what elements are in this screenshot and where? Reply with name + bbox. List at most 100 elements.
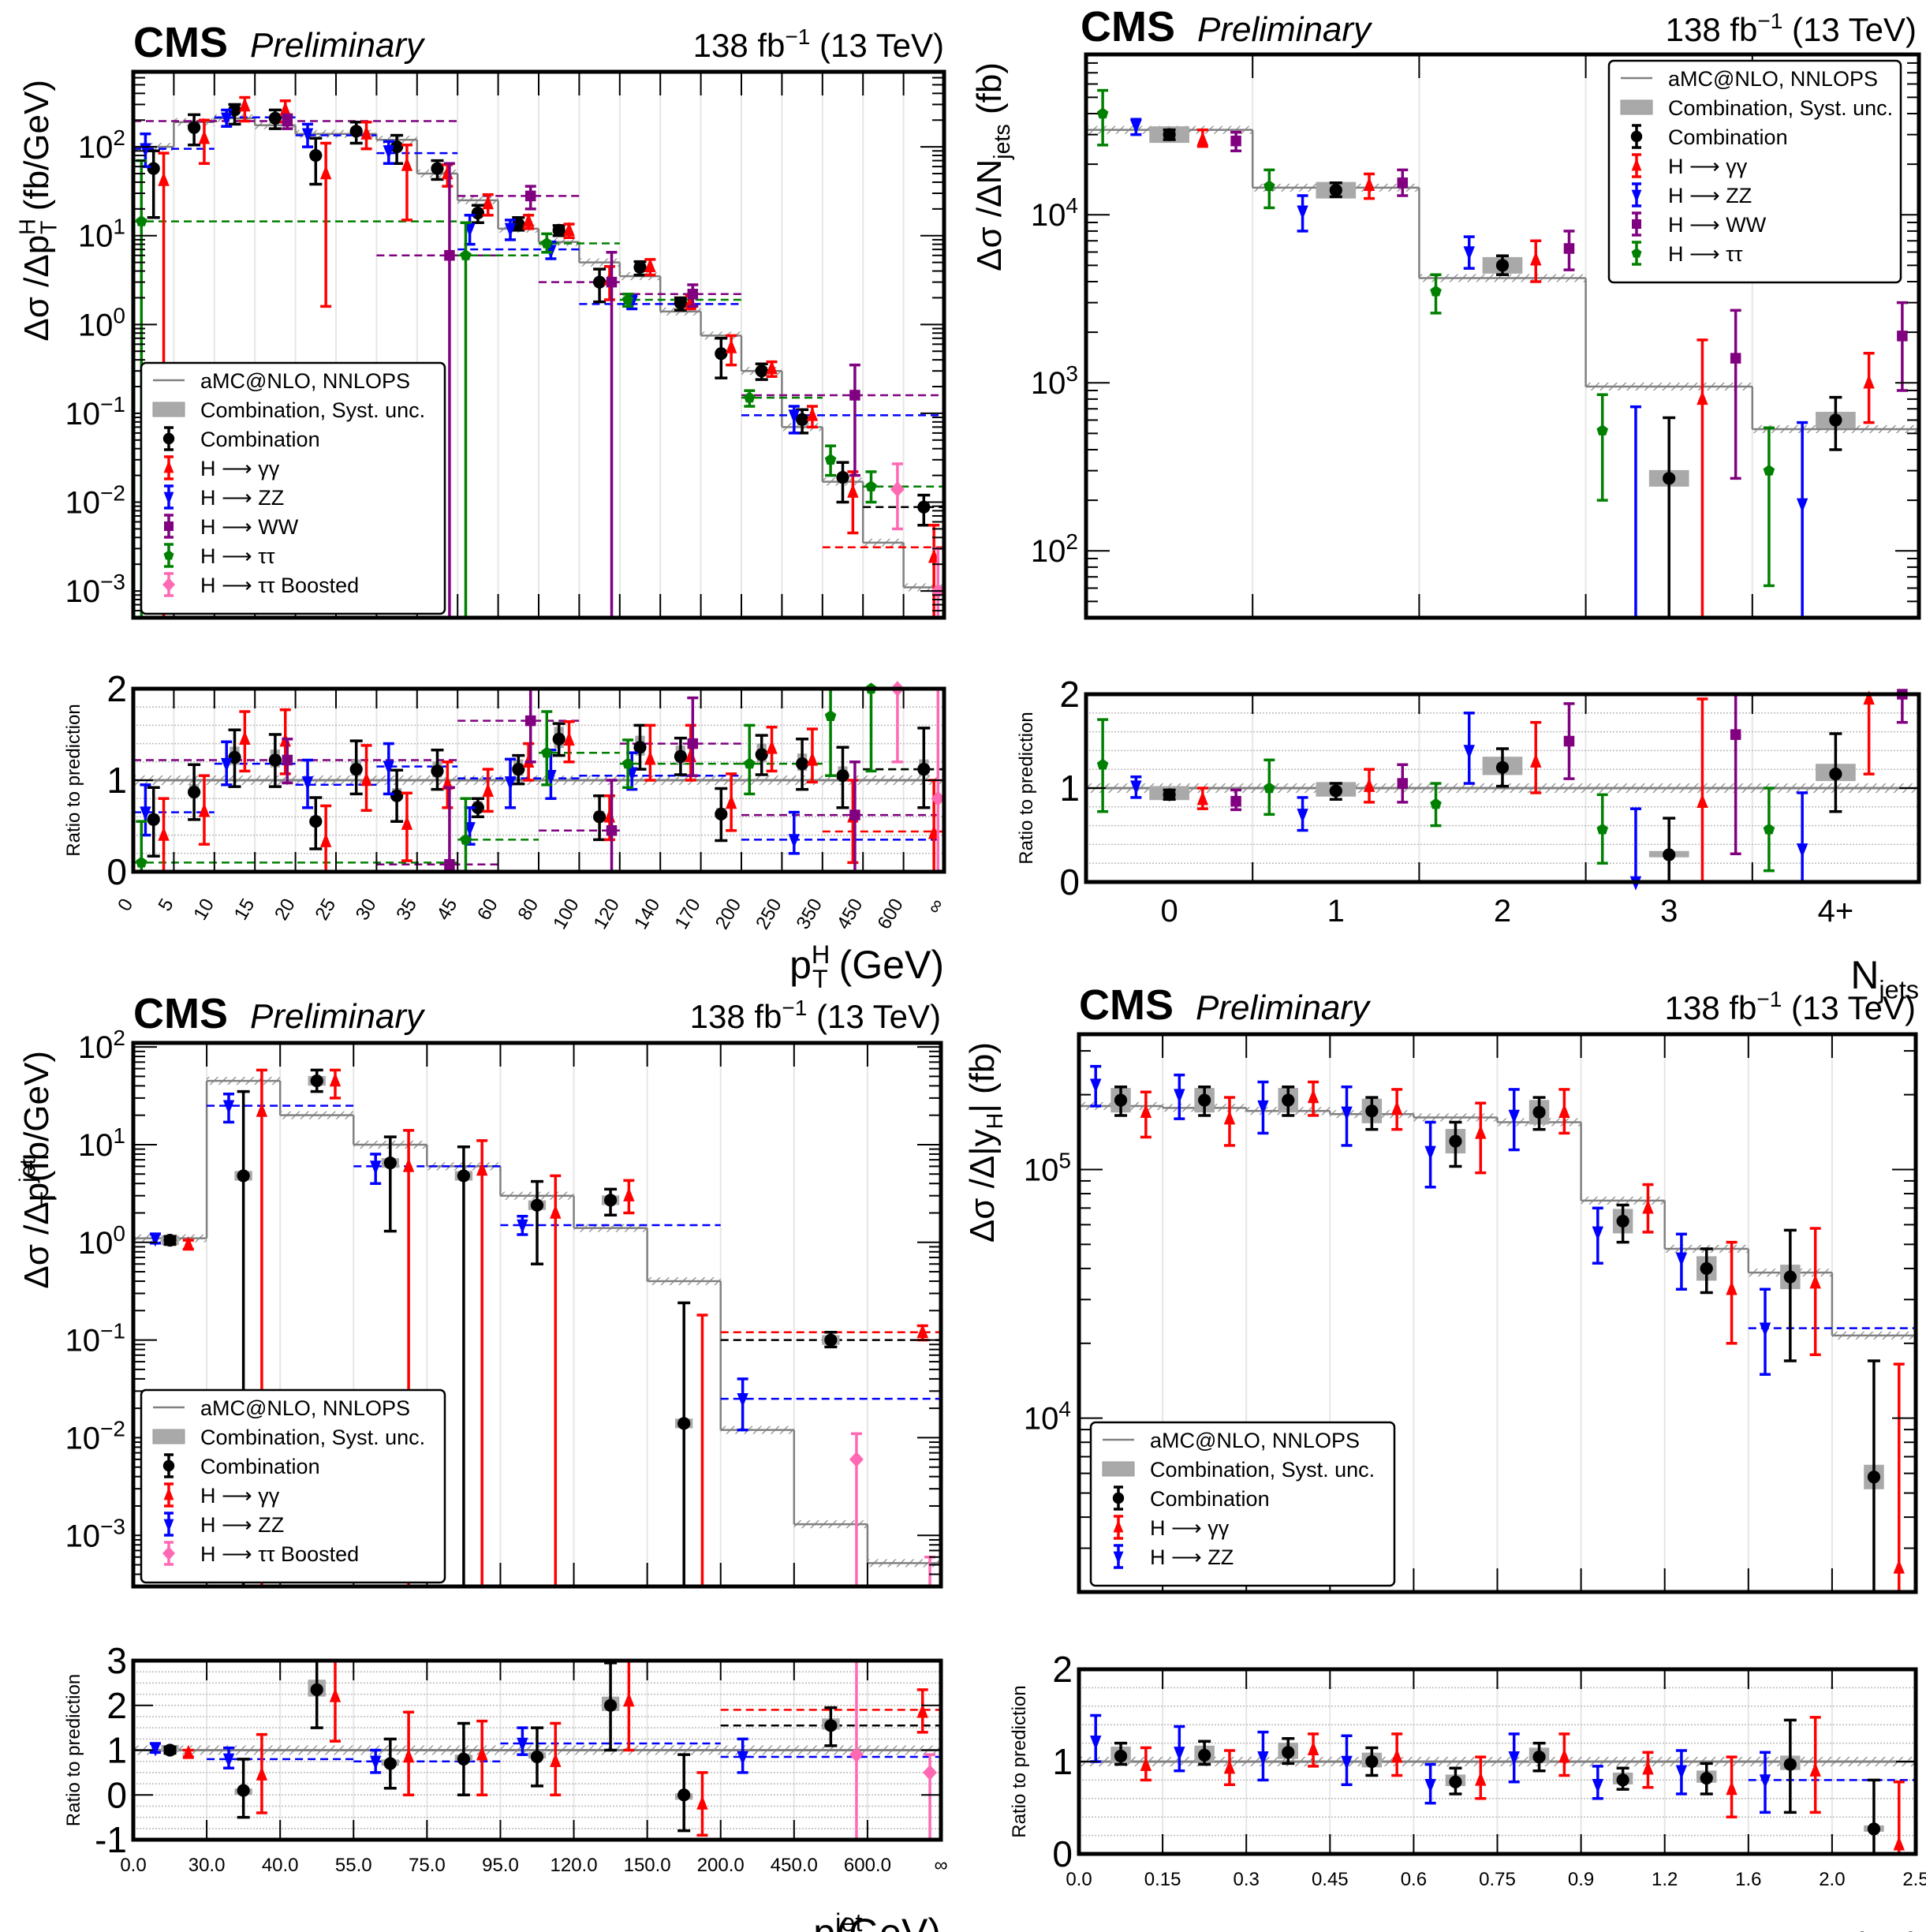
y-tick-label: 10−1 (65, 392, 125, 432)
zz-ratio-point (1675, 1765, 1688, 1780)
ratio-y-tick-label: -1 (95, 1819, 127, 1860)
x-tick-label: ∞ (923, 895, 948, 917)
tt-point (1263, 180, 1275, 192)
x-tick-label: 100 (549, 895, 583, 933)
tt-point (460, 249, 472, 260)
legend-label-syst: Combination, Syst. unc. (1668, 96, 1893, 120)
gg-point (916, 1323, 928, 1338)
ww-point (1563, 243, 1575, 254)
comb-point (755, 364, 768, 378)
ratio-y-tick-label: 2 (106, 668, 127, 709)
gg-ratio-point (482, 783, 494, 798)
x-tick-label: 0 (1160, 894, 1178, 929)
ww-point (1730, 353, 1741, 364)
x-tick-label: 140 (630, 895, 664, 933)
ratio-comb-point (512, 762, 525, 776)
ratio-comb-point (188, 785, 201, 799)
zz-ratio-point (222, 1753, 235, 1768)
gg-ratio-point (522, 753, 535, 768)
zz-ratio-point (140, 806, 151, 821)
legend-ww-marker-icon (1632, 219, 1641, 229)
gg-ratio-point (1809, 1762, 1821, 1777)
zz-ratio-point (1297, 809, 1308, 824)
gg-ratio-point (550, 1752, 562, 1767)
legend-label-syst: Combination, Syst. unc. (200, 398, 425, 422)
ratio-y-tick-label: 0 (106, 851, 127, 892)
gg-ratio-point (256, 1766, 268, 1781)
ww-point (606, 276, 618, 288)
y-axis-label: Δσ /ΔpHT (fb/GeV) (15, 80, 62, 342)
gg-ratio-point (1642, 1760, 1654, 1775)
zz-point (788, 409, 801, 424)
gg-ratio-point (1140, 1756, 1152, 1771)
ratio-comb-point (383, 1757, 397, 1770)
x-tick-label: 0 (114, 895, 137, 915)
x-tick-label: 600 (873, 895, 907, 933)
legend: aMC@NLO, NNLOPS Combination, Syst. unc. Co… (1607, 59, 1902, 284)
legend-comb-marker-icon (162, 432, 175, 445)
gg-ratio-point (1558, 1748, 1570, 1763)
ww-point (1397, 177, 1409, 189)
panel-header: CMS Preliminary 138 fb−1 (13 TeV) (1081, 3, 1917, 50)
legend-label-syst: Combination, Syst. unc. (1150, 1458, 1375, 1482)
legend-label-ww: H ⟶ WW (200, 515, 299, 539)
tt-point (744, 391, 756, 403)
legend-comb-marker-icon (1630, 130, 1643, 143)
x-tick-label: 30.0 (188, 1855, 226, 1876)
comb-point (268, 111, 282, 125)
ww-ratio-point (1230, 795, 1241, 807)
ratio-comb-point (431, 764, 444, 778)
legend-label-gg: H ⟶ γγ (200, 1484, 280, 1508)
tt-point (136, 215, 147, 226)
legend-label-zz: H ⟶ ZZ (200, 1513, 284, 1537)
gg-point (1390, 1101, 1403, 1115)
gg-ratio-point (644, 750, 656, 765)
zz-ratio-point (1463, 745, 1475, 760)
legend-label-comb: Combination (200, 428, 320, 451)
gg-point (1475, 1124, 1487, 1139)
comb-point (1700, 1261, 1713, 1276)
ratio-y-tick-label: 1 (1052, 1741, 1073, 1782)
x-tick-label: 80 (513, 895, 543, 925)
zz-ratio-point (504, 776, 517, 791)
gg-ratio-point (696, 1795, 708, 1810)
tt-point (1096, 107, 1109, 119)
gg-point (476, 1161, 488, 1176)
legend-label-comb: Combination (1150, 1487, 1270, 1511)
ratio-y-axis-label: Ratio to prediction (63, 1674, 84, 1826)
chart-Njets: 102 103 104 0 1 2 0 1 2 3 4+ Njets Δσ /ΔNjets (fb) Ra… (970, 52, 1921, 1004)
legend-label-nnlops: aMC@NLO, NNLOPS (1150, 1429, 1360, 1452)
ratio-comb-point (163, 1743, 177, 1757)
comb-point (1114, 1093, 1128, 1107)
zz-ratio-point (221, 757, 233, 772)
gg-point (766, 360, 778, 375)
comb-point (383, 1157, 397, 1170)
ratio-y-tick-label: 1 (1059, 768, 1080, 809)
zz-point (149, 1232, 162, 1247)
y-axis-label: Δσ /ΔpjetT (fb/GeV) (15, 1051, 62, 1289)
tt-point (621, 293, 634, 305)
gg-point (1809, 1274, 1821, 1289)
zz-point (1257, 1100, 1269, 1115)
ratio-y-tick-label: 2 (1059, 674, 1080, 715)
gg-point (563, 222, 575, 237)
experiment-label: CMS (133, 990, 228, 1037)
gg-ratio-point (1893, 1836, 1905, 1851)
legend-box (140, 1388, 446, 1584)
gg-point (725, 338, 737, 353)
x-tick-label: 150.0 (624, 1855, 671, 1876)
ww-point (849, 390, 860, 401)
ratio-comb-point (552, 732, 565, 746)
ratio-y-axis-label: Ratio to prediction (63, 704, 84, 856)
zz-point (370, 1160, 382, 1175)
zz-point (737, 1392, 748, 1407)
x-tick-label: 0.75 (1479, 1869, 1516, 1890)
zz-point (1759, 1322, 1771, 1337)
y-tick-label: 102 (1031, 529, 1078, 569)
gg-point (623, 1186, 635, 1201)
ratio-y-tick-label: 0 (1052, 1833, 1073, 1874)
zz-point (517, 1219, 528, 1234)
legend-label-zz: H ⟶ ZZ (200, 486, 284, 510)
ratio-comb-point (677, 1788, 691, 1802)
x-tick-label: 30 (352, 895, 381, 925)
